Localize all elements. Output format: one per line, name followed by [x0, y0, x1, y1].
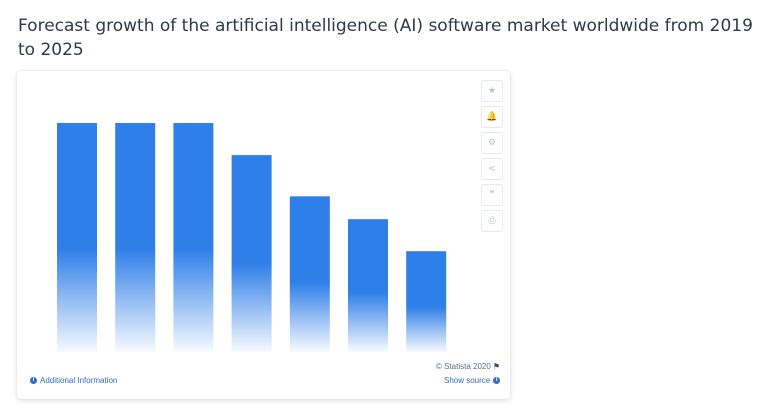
bar-3[interactable]: [173, 123, 214, 352]
share-icon[interactable]: <: [481, 158, 503, 180]
additional-info-label: Additional Information: [40, 376, 118, 385]
page-title: Forecast growth of the artificial intell…: [18, 16, 753, 60]
info-icon: i: [30, 377, 37, 384]
bar-7[interactable]: [406, 251, 447, 352]
bar-4[interactable]: [231, 155, 272, 352]
show-source-link[interactable]: Show source i: [444, 376, 501, 385]
bar-1[interactable]: [57, 123, 97, 352]
additional-info-link[interactable]: i Additional Information: [30, 376, 117, 385]
bar-2[interactable]: [115, 123, 156, 352]
flag-icon[interactable]: ⚑: [492, 362, 500, 371]
star-icon[interactable]: ★: [481, 80, 503, 102]
statista-credit: © Statista 2020 ⚑: [400, 362, 500, 371]
gear-icon[interactable]: ⚙: [481, 132, 503, 154]
credit-text: © Statista 2020: [436, 362, 491, 371]
show-source-label: Show source: [444, 376, 491, 385]
print-icon[interactable]: ⎙: [481, 210, 503, 232]
bell-icon[interactable]: 🔔: [481, 106, 503, 128]
info-icon: i: [493, 377, 501, 384]
bar-5[interactable]: [289, 196, 330, 352]
chart-toolbar: ★ 🔔 ⚙ < ❞ ⎙: [481, 80, 503, 232]
bar-6[interactable]: [348, 219, 388, 352]
quote-icon[interactable]: ❞: [481, 184, 503, 206]
